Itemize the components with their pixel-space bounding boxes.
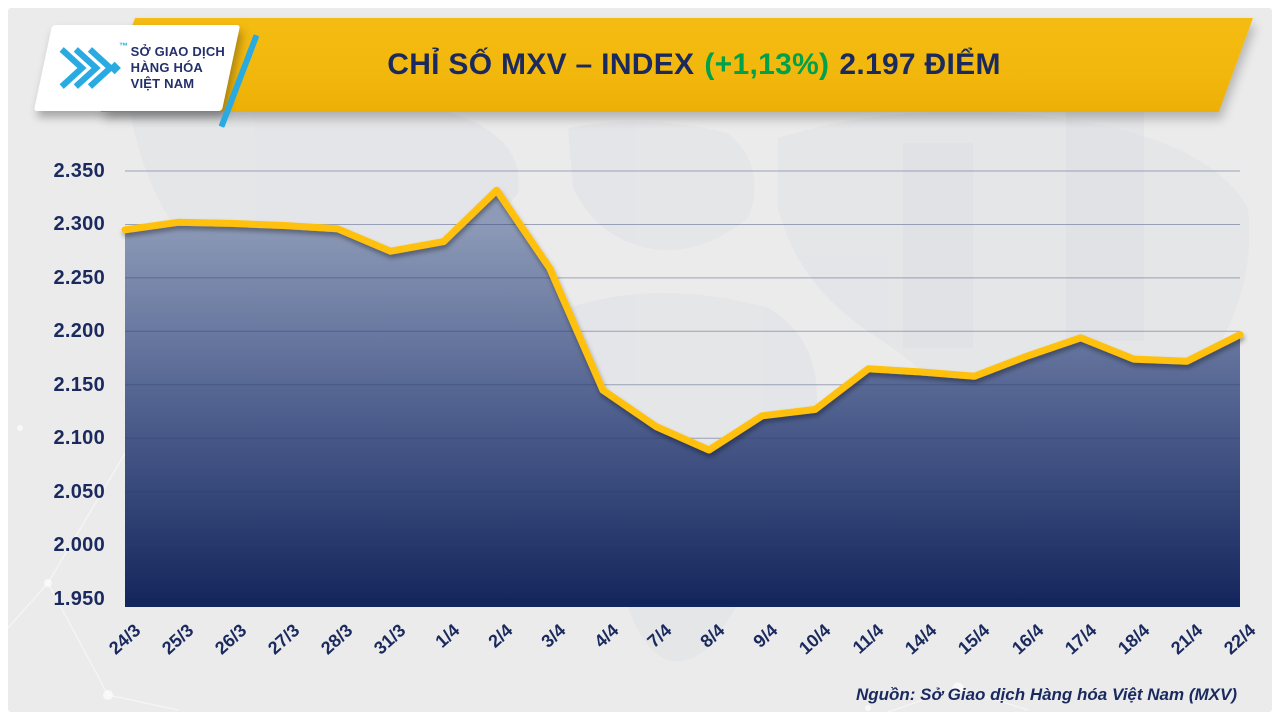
y-tick-label: 2.200 [53, 320, 105, 343]
plot-area [121, 170, 1244, 607]
y-tick-label: 1.950 [53, 587, 105, 610]
mxv-logo-card: ™ SỞ GIAO DỊCH HÀNG HÓA VIỆT NAM [33, 25, 241, 111]
chart-title: CHỈ SỐ MXV – INDEX (+1,13%) 2.197 ĐIỂM [135, 18, 1253, 112]
y-tick-label: 2.250 [53, 266, 105, 289]
background-patches [903, 86, 1144, 348]
y-tick-label: 2.350 [53, 160, 105, 182]
mxv-chevrons-icon [59, 47, 121, 89]
index-line [121, 186, 1244, 454]
trademark-symbol: ™ [119, 41, 128, 51]
source-note: Nguồn: Sở Giao dịch Hàng hóa Việt Nam (M… [855, 685, 1237, 704]
y-tick-label: 2.000 [53, 534, 105, 557]
y-tick-label: 2.300 [53, 213, 105, 236]
title-index-value: 2.197 ĐIỂM [839, 48, 1001, 81]
y-tick-label: 2.100 [53, 427, 105, 450]
logo-text-line2: HÀNG HÓA [130, 60, 203, 76]
logo-text-line1: SỞ GIAO DỊCH [130, 44, 225, 60]
y-tick-label: 2.050 [53, 480, 105, 503]
mxv-logo-text: SỞ GIAO DỊCH HÀNG HÓA VIỆT NAM [131, 44, 225, 92]
mxv-logo-content: ™ SỞ GIAO DỊCH HÀNG HÓA VIỆT NAM [43, 25, 231, 111]
chart-canvas: CHỈ SỐ MXV – INDEX (+1,13%) 2.197 ĐIỂM ™… [8, 8, 1272, 712]
title-change-percent: (+1,13%) [704, 48, 830, 81]
logo-text-line3: VIỆT NAM [130, 75, 195, 91]
x-axis-line [125, 598, 1240, 607]
y-tick-label: 2.150 [53, 373, 105, 396]
chart-area-fill [125, 190, 1240, 607]
title-main: CHỈ SỐ MXV – INDEX [387, 48, 695, 81]
